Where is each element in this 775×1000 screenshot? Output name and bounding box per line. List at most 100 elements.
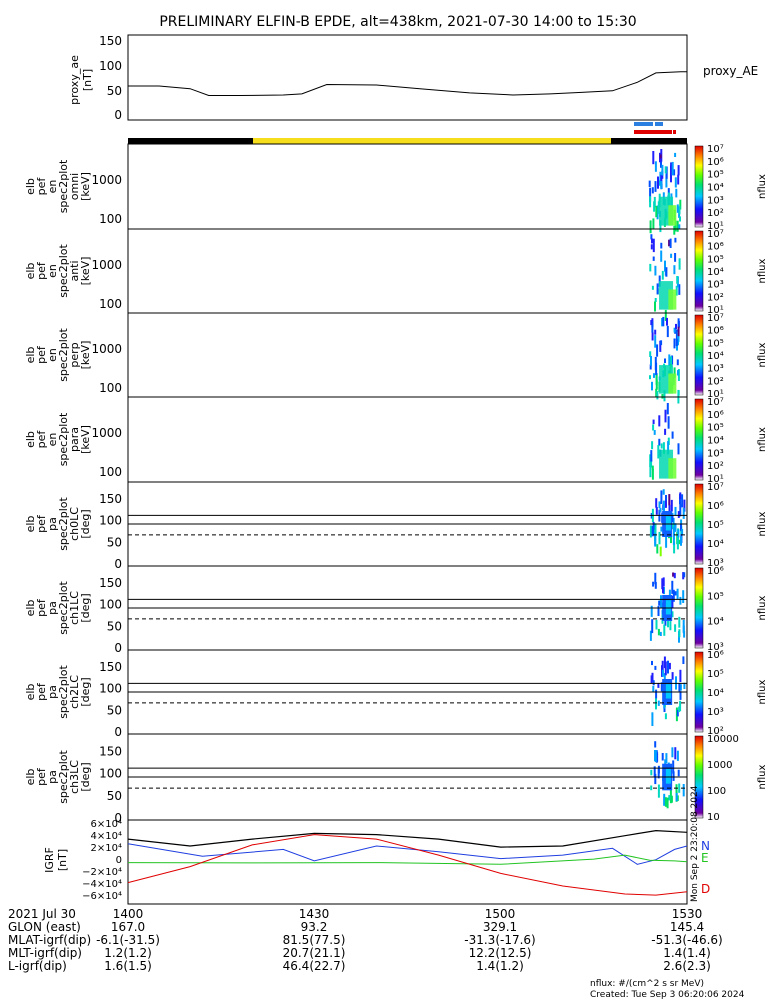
spectrogram-pixel [677,529,680,538]
proxy-tick-0: 0 [114,108,122,122]
spectrogram-pixel [651,672,654,682]
spectrogram-pixel [661,270,664,280]
spectrogram-pixel [668,354,671,366]
spectrogram-pixel [678,683,681,692]
spectrogram-pixel [655,689,658,699]
igrf-n-line [127,843,688,865]
colorbar-tick: 10⁵ [707,669,724,680]
spectrogram-pixel [677,769,680,777]
flux-peak [665,684,671,699]
spectrogram-pixel [660,490,663,504]
spectrogram-pixel [672,526,675,540]
spectrogram-pixel [666,317,668,326]
spectrogram-pixel [652,256,655,261]
panel-ylabel-line: perp [68,342,81,367]
spectrogram-pixel [661,660,664,675]
spectrogram-pixel [679,216,681,222]
tick-100: 100 [99,212,122,226]
panel-frame [127,312,688,398]
spectrogram-pixel [671,580,674,594]
colorbar-tick: 10⁵ [707,254,724,265]
spectrogram-pixel [664,713,667,720]
panel-ylabel-line: elb [24,684,37,701]
spectrogram-pixel [651,619,654,634]
spectrogram-pixel [677,174,680,185]
footer-mlat-3: -31.3(-17.6) [464,933,535,947]
colorbar-tick: 10³ [707,642,724,653]
spectrogram-pixel [671,595,674,609]
spectrogram-pixel [651,238,653,244]
panel-ylabel-line: pef [35,514,48,533]
spectrogram-pixel [676,588,679,600]
footer-units-note: nflux: #/(cm^2 s sr MeV) [590,979,704,989]
colorbar-tick: 10³ [707,558,724,569]
colorbar-label: nflux [757,258,768,283]
colorbar [694,398,704,481]
panel-ylabel-line: pa [46,770,59,784]
spectrogram-pixel [660,526,663,532]
footer-l-2: 46.4(22.7) [283,959,346,973]
colorbar-tick: 10⁴ [707,688,724,699]
colorbar [694,567,704,649]
plot-title: PRELIMINARY ELFIN-B EPDE, alt=438km, 202… [159,14,636,30]
spectrogram-pixel [673,338,676,349]
panel-ylabel-line: pef [35,767,48,786]
spectrogram-pixel [662,577,665,587]
spectrogram-pixel [674,152,677,157]
igrf-legend-e: E [701,851,709,865]
spectrogram-pixel [675,338,678,346]
spectrogram-pixel [649,196,652,208]
spectrogram-pixel [665,753,668,764]
spectrogram-pixel [651,285,654,290]
spectrogram-pixel [683,631,686,638]
spectrogram-pixel [660,682,663,692]
colorbar-label: nflux [757,174,768,199]
spectrogram-pixel [651,441,654,450]
footer-glon-4: 145.4 [670,920,704,934]
spectrogram-pixel [660,602,663,608]
colorbar-label: nflux [757,511,768,536]
orbit-bar-yellow [253,138,611,144]
panel-frame [127,143,688,230]
colorbar-tick: 10 [707,812,720,823]
footer-table: 2021 Jul 30 GLON (east) MLAT-igrf(dip) M… [8,907,745,1000]
spectrogram-pixel [651,469,654,480]
colorbar [694,735,704,819]
spectrogram-pixel [675,188,678,198]
spectrogram-pixel [670,165,672,177]
colorbar [694,483,704,565]
spectrogram-pixel [651,712,654,726]
footer-row-label-mlt: MLT-igrf(dip) [8,946,82,960]
colorbar-tick: 10⁶ [707,242,724,253]
igrf-legend-d: D [701,882,710,896]
spectrogram-pixel [655,507,658,515]
panel-ylabel-line: [keV] [79,341,92,370]
spectrogram-pixel [660,443,663,449]
spectrogram-pixel [674,591,677,596]
tick-deg-50: 50 [107,703,122,717]
panel-ylabel-line: spec2plot [57,665,70,719]
panel-ylabel-line: elb [24,600,37,617]
spectrogram-pixel [677,511,680,518]
panel-ylabel-line: ch0LC [68,507,81,541]
spectrogram-pixel [657,445,660,459]
flux-peak [665,769,671,784]
panel-ylabel-line: spec2plot [57,328,70,382]
spectrogram-pixel [656,391,659,400]
panel-ylabel-line: spec2plot [57,581,70,635]
spectrogram-pixel [654,335,657,348]
tick-100: 100 [99,465,122,479]
panel-ylabel-line: elb [24,769,37,786]
panel-ylabel-line: pef [35,177,48,196]
spectrogram-pixel [670,162,673,169]
footer-glon-2: 93.2 [301,920,328,934]
colorbar-tick: 10² [707,726,724,737]
igrf-ylabel-2: [nT] [56,849,69,871]
spectrogram-pixel [654,532,657,545]
footer-row-label-glon: GLON (east) [8,920,81,934]
tick-deg-0: 0 [114,557,122,571]
spectrogram-pixel [649,525,652,538]
colorbar-tick: 10⁷ [707,313,724,324]
